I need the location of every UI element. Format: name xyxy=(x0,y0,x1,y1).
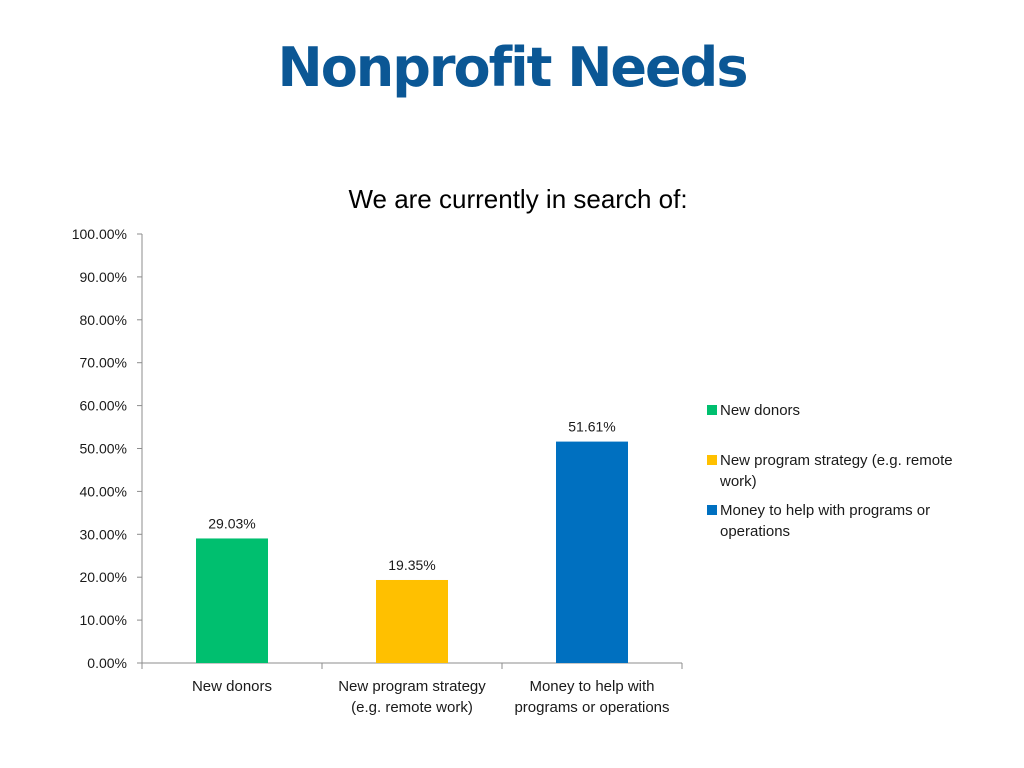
y-tick-label: 20.00% xyxy=(80,569,127,585)
data-label: 19.35% xyxy=(388,557,435,573)
data-label: 51.61% xyxy=(568,419,615,435)
y-tick-label: 0.00% xyxy=(87,655,127,671)
plot-area: 0.00% 10.00% 20.00% 30.00% 40.00% 50.00% 60.00… xyxy=(72,226,683,716)
y-tick-label: 60.00% xyxy=(80,398,127,414)
category-label: Money to help with programs or operations xyxy=(514,678,669,716)
bar xyxy=(196,538,268,663)
y-tick-label: 30.00% xyxy=(80,526,127,542)
bar xyxy=(376,579,448,663)
legend-label-line: Money to help with programs or xyxy=(720,502,930,519)
y-tick-label: 100.00% xyxy=(72,226,127,242)
category-label-line: Money to help with xyxy=(529,678,654,695)
category-label-line: programs or operations xyxy=(514,699,669,716)
bar xyxy=(556,441,628,663)
category-label-line: New donors xyxy=(192,678,272,695)
y-tick-label: 90.00% xyxy=(80,269,127,285)
legend-label-line: New program strategy (e.g. remote xyxy=(720,452,953,469)
y-tick-label: 80.00% xyxy=(80,312,127,328)
y-tick-label: 40.00% xyxy=(80,483,127,499)
y-tick-label: 70.00% xyxy=(80,355,127,371)
category-label-line: New program strategy xyxy=(338,678,486,695)
chart-title: We are currently in search of: xyxy=(348,184,687,214)
legend-label: New program strategy (e.g. remote work) xyxy=(719,452,953,490)
legend-swatch xyxy=(707,405,717,415)
legend-swatch xyxy=(707,505,717,515)
legend: New donors New program strategy (e.g. rem… xyxy=(707,402,953,540)
y-tick-label: 50.00% xyxy=(80,441,127,457)
legend-label: New donors xyxy=(720,402,800,419)
legend-swatch xyxy=(707,455,717,465)
legend-label-line: operations xyxy=(720,523,790,540)
legend-label: Money to help with programs or operations xyxy=(720,502,930,540)
legend-label-line: work) xyxy=(719,473,757,490)
category-label: New donors xyxy=(192,678,272,695)
data-label: 29.03% xyxy=(208,515,255,531)
category-label-line: (e.g. remote work) xyxy=(351,699,473,716)
category-label: New program strategy (e.g. remote work) xyxy=(338,678,486,716)
legend-label-line: New donors xyxy=(720,402,800,419)
slide-title: Nonprofit Needs xyxy=(277,36,749,99)
y-tick-label: 10.00% xyxy=(80,612,127,628)
